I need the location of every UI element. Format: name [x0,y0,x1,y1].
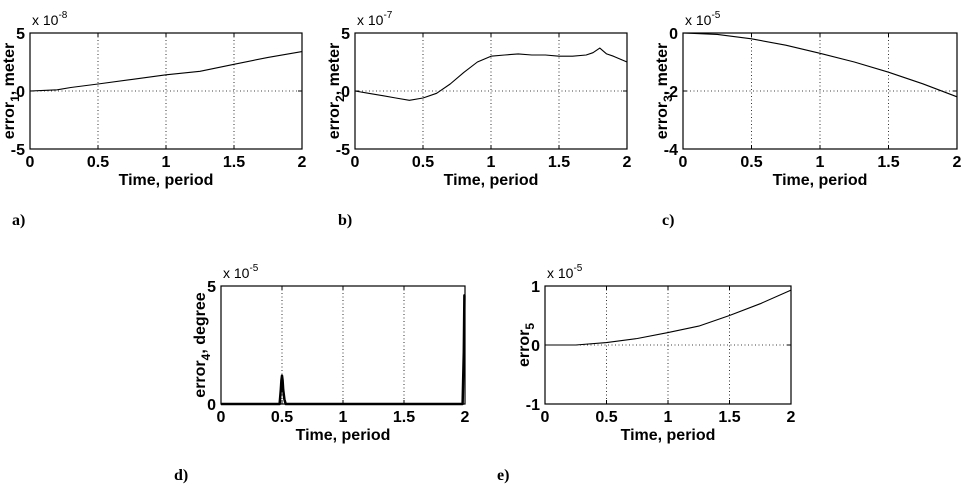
x-tick-label: 1 [162,154,171,171]
x-tick-label: 0 [26,154,35,171]
y-tick-label: 0 [531,338,540,355]
y-axis-label-unit: , meter [1,43,18,95]
y-axis-label-unit: , meter [326,43,343,95]
panel-tag-d: d) [174,467,189,484]
x-tick-label: 1.5 [877,154,899,171]
y-tick-label: 0 [207,397,216,414]
series-line [29,51,303,92]
y-axis-label-subscript: 3 [661,95,675,102]
x-axis-label: Time, period [296,427,391,444]
y-tick-label: -4 [664,142,678,159]
x-tick-label: 1 [816,154,825,171]
multiplier-base: x 10 [357,12,384,28]
axis-multiplier: x 10-5 [685,10,721,28]
panel-tag-c: c) [662,212,675,229]
y-tick-label: -1 [526,397,540,414]
x-tick-label: 0 [217,409,226,426]
x-tick-label: 2 [953,154,962,171]
y-axis-label-main: error [326,102,343,139]
x-tick-label: 0 [541,409,550,426]
y-tick-label: 0 [341,84,350,101]
y-tick-label: 5 [16,26,25,43]
y-axis-label: error4, degree [192,292,213,398]
y-tick-label: 0 [16,84,25,101]
multiplier-base: x 10 [547,265,574,281]
x-tick-label: 0.5 [740,154,762,171]
y-axis-label-unit: , degree [192,292,209,353]
y-tick-label: 5 [341,26,350,43]
y-tick-label: -5 [336,142,350,159]
y-tick-label: 5 [207,279,216,296]
x-axis-label: Time, period [444,172,539,189]
y-axis-label-main: error [516,330,533,367]
axis-multiplier: x 10-5 [223,263,259,281]
y-axis-label-main: error [1,102,18,139]
series-line [545,289,792,346]
y-axis-label: error2, meter [326,43,347,140]
multiplier-exponent: -8 [58,10,67,21]
series-line [354,47,628,101]
x-tick-label: 0.5 [87,154,109,171]
y-axis-label-main: error [192,360,209,397]
x-tick-label: 1 [487,154,496,171]
y-axis-label: error1, meter [1,43,22,140]
y-tick-label: 1 [531,279,540,296]
x-tick-label: 0 [679,154,688,171]
x-tick-label: 1 [664,409,673,426]
x-tick-label: 0.5 [595,409,617,426]
multiplier-exponent: -7 [383,10,392,21]
y-axis-label-subscript: 2 [333,95,347,102]
x-tick-label: 1.5 [223,154,245,171]
multiplier-base: x 10 [223,265,250,281]
x-tick-label: 0.5 [412,154,434,171]
y-tick-label: 0 [669,26,678,43]
x-axis-label: Time, period [773,172,868,189]
y-axis-label-subscript: 5 [523,323,537,330]
panel-tag-a: a) [12,212,26,229]
multiplier-base: x 10 [685,12,712,28]
x-tick-label: 1 [339,409,348,426]
chart-d: 0 0.5 1 1.5 2 0 5 x 10-5 Time, period error4, deg… [192,263,470,444]
x-tick-label: 0.5 [271,409,293,426]
x-tick-label: 0 [351,154,360,171]
x-tick-label: 1.5 [548,154,570,171]
y-tick-label: -5 [11,142,25,159]
chart-c: 0 0.5 1 1.5 2 -4 -2 0 x 10-5 Time, period error3, … [654,10,962,189]
x-axis-label: Time, period [119,172,214,189]
x-tick-label: 1.5 [718,409,740,426]
axis-multiplier: x 10-7 [357,10,393,28]
multiplier-exponent: -5 [573,263,582,274]
series-line [682,32,958,98]
multiplier-base: x 10 [32,12,59,28]
series-line [221,294,466,406]
x-tick-label: 2 [787,409,796,426]
y-axis-label-subscript: 4 [199,353,213,360]
axis-multiplier: x 10-5 [547,263,583,281]
x-tick-label: 2 [623,154,632,171]
y-axis-label: error5 [516,323,537,367]
y-axis-label-unit: , meter [654,43,671,95]
x-tick-label: 2 [461,409,470,426]
y-tick-label: -2 [664,84,678,101]
x-tick-label: 2 [298,154,307,171]
multiplier-exponent: -5 [711,10,720,21]
y-axis-label-subscript: 1 [8,95,22,102]
multiplier-exponent: -5 [249,263,258,274]
y-axis-label: error3, meter [654,43,675,140]
y-axis-label-main: error [654,102,671,139]
panel-tag-b: b) [338,212,353,229]
axis-multiplier: x 10-8 [32,10,68,28]
x-tick-label: 1.5 [393,409,415,426]
panel-tag-e: e) [497,467,510,484]
x-axis-label: Time, period [621,427,716,444]
